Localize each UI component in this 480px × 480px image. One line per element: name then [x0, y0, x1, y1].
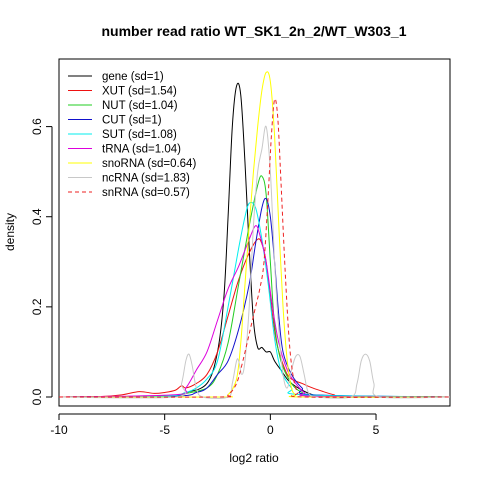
x-tick-label: 0: [267, 423, 274, 437]
chart-title: number read ratio WT_SK1_2n_2/WT_W303_1: [102, 23, 407, 39]
legend-entry: snoRNA (sd=0.64): [102, 158, 196, 170]
y-tick-label: 0.4: [30, 208, 44, 225]
y-tick-label: 0.6: [30, 118, 44, 135]
series-layer: [58, 71, 451, 399]
legend-entry: snRNA (sd=0.57): [102, 187, 190, 199]
legend-entry: ncRNA (sd=1.83): [102, 173, 190, 185]
legend-entry: NUT (sd=1.04): [102, 100, 178, 112]
y-tick-label: 0.0: [30, 388, 44, 405]
x-tick-label: 5: [373, 423, 380, 437]
series-line: [58, 201, 451, 398]
series-line: [58, 71, 451, 398]
legend-entry: CUT (sd=1): [102, 115, 162, 127]
x-axis: -10 -5 0 5: [50, 413, 380, 437]
legend-entry: tRNA (sd=1.04): [102, 144, 181, 156]
plot-frame: [58, 58, 451, 407]
legend-entry: XUT (sd=1.54): [102, 86, 177, 98]
y-axis: 0.0 0.2 0.4 0.6: [30, 118, 53, 405]
x-axis-label: log2 ratio: [229, 451, 279, 465]
series-line: [58, 238, 451, 398]
series-line: [58, 225, 451, 398]
legend-entry: SUT (sd=1.08): [102, 129, 177, 141]
legend: gene (sd=1) XUT (sd=1.54) NUT (sd=1.04) CUT…: [68, 71, 196, 199]
x-tick-label: -5: [159, 423, 170, 437]
x-tick-label: -10: [50, 423, 68, 437]
y-tick-label: 0.2: [30, 298, 44, 315]
series-line: [58, 197, 451, 398]
series-line: [58, 125, 451, 399]
legend-entry: gene (sd=1): [102, 71, 164, 83]
y-axis-label: density: [3, 213, 17, 251]
